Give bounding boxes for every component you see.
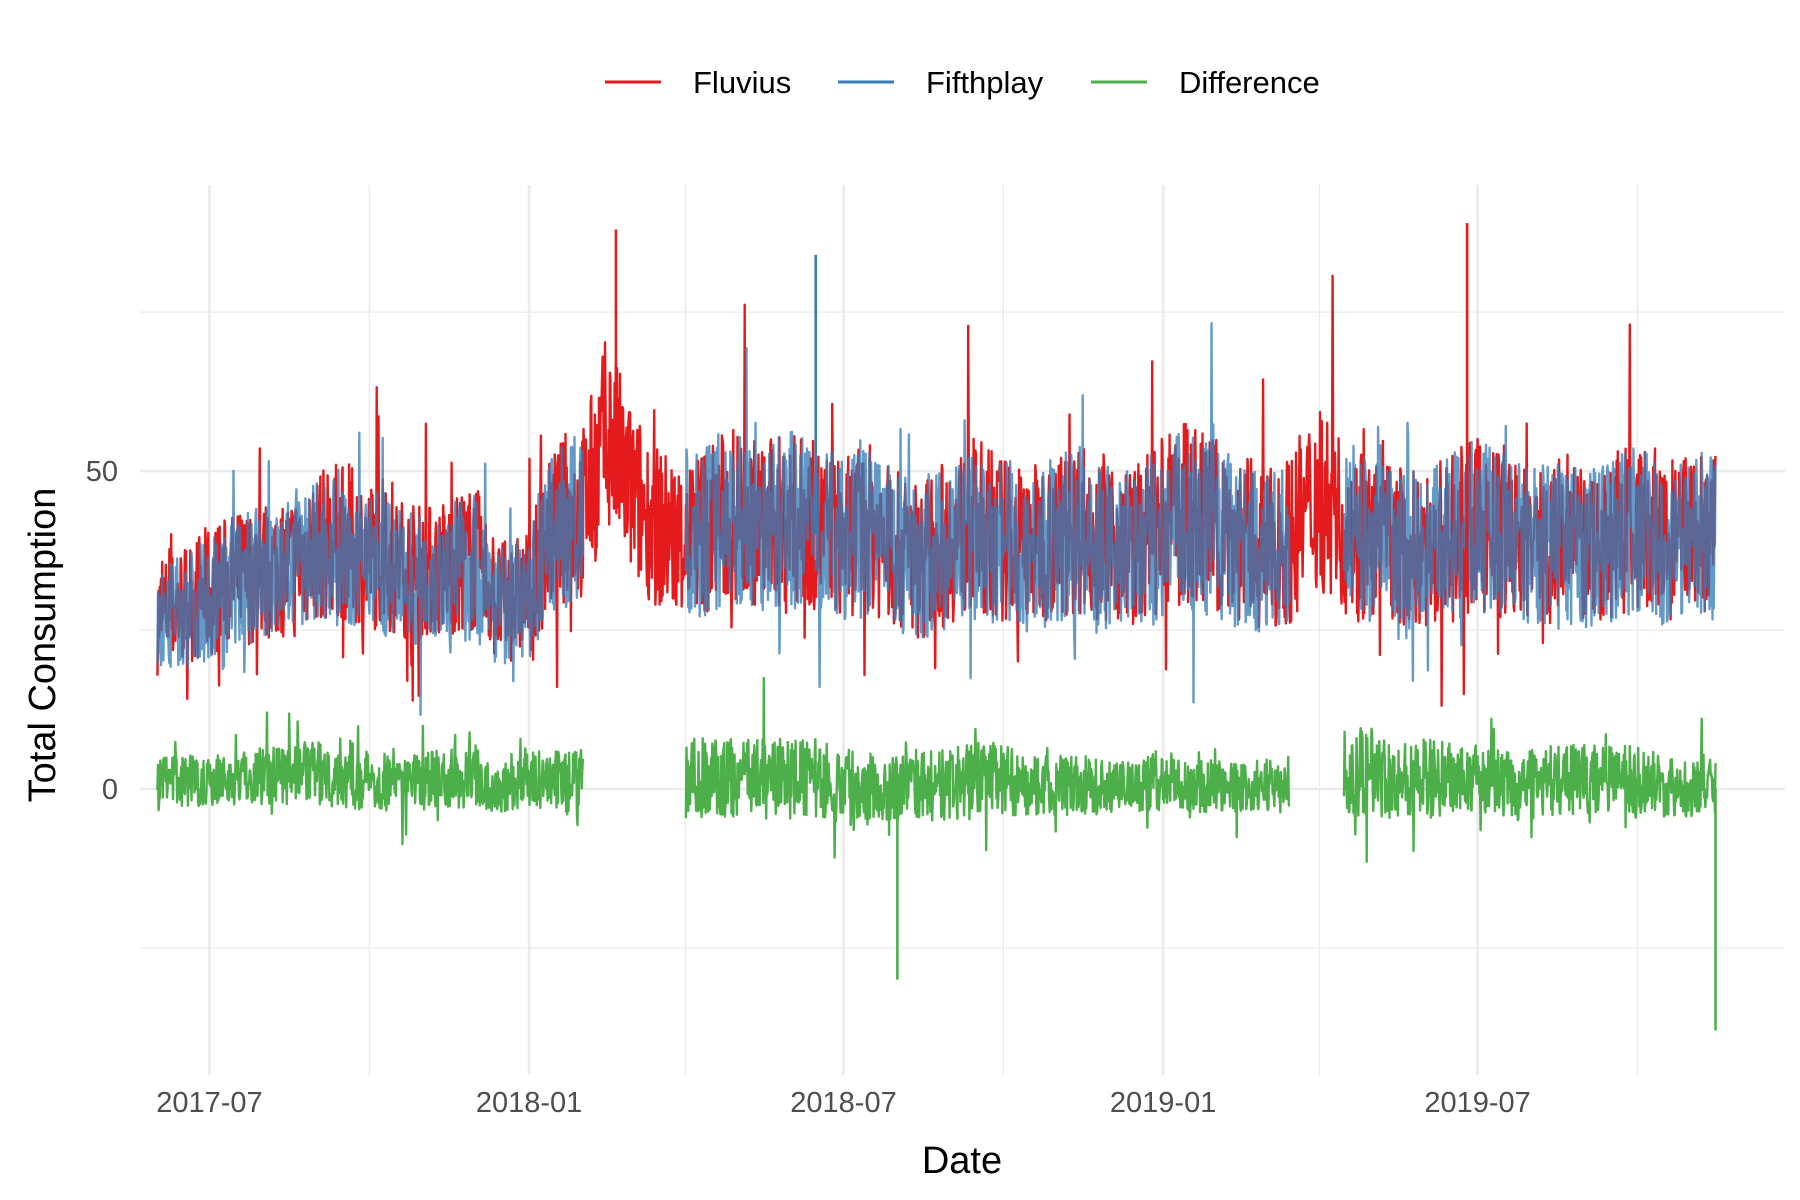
legend-label: Fifthplay <box>926 65 1044 100</box>
legend: Fluvius Fifthplay Difference <box>605 65 1320 100</box>
legend-label: Fluvius <box>693 65 791 100</box>
x-tick-label: 2019-07 <box>1424 1087 1530 1119</box>
x-tick-label: 2018-01 <box>476 1087 582 1119</box>
legend-label: Difference <box>1179 65 1320 100</box>
x-axis-title: Date <box>922 1140 1002 1182</box>
x-axis-ticks: 2017-07 2018-01 2018-07 2019-01 2019-07 <box>156 1087 1530 1119</box>
x-tick-label: 2018-07 <box>790 1087 896 1119</box>
y-tick-label: 50 <box>86 456 118 488</box>
series-line-fifthplay <box>156 321 1717 716</box>
y-axis-ticks: 0 50 <box>86 456 118 806</box>
series-line-difference <box>156 676 1717 863</box>
x-tick-label: 2019-01 <box>1110 1087 1216 1119</box>
y-tick-label: 0 <box>102 774 118 806</box>
y-axis-title: Total Consumption <box>22 488 64 803</box>
series-layer <box>156 223 1717 1031</box>
x-tick-label: 2017-07 <box>156 1087 262 1119</box>
